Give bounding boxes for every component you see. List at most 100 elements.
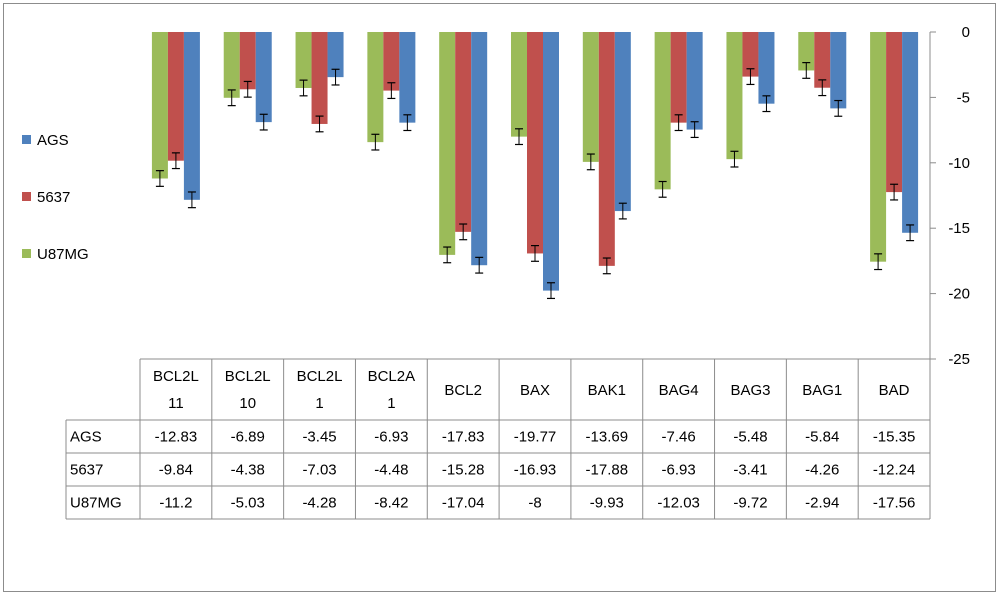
table-cell: -8.42 [374,495,408,512]
table-cell: -4.28 [302,495,336,512]
y-tick-label: -25 [948,351,970,368]
category-label: BCL2 [444,382,482,399]
legend-swatch [22,249,31,258]
bar-AGS [543,32,559,291]
table-cell: -7.46 [662,429,696,446]
bar-AGS [902,32,919,233]
table-row-label: U87MG [70,495,122,512]
legend-label: AGS [37,132,69,149]
category-label: BCL2L [153,368,199,385]
bar-U87MG [511,32,527,137]
bar-5637 [670,32,687,123]
bar-AGS [686,32,703,130]
table-cell: -11.2 [159,495,192,512]
bar-U87MG [223,32,240,98]
table-cell: -2.94 [805,495,839,512]
table-cell: -7.03 [302,462,336,479]
legend-item-5637: 5637 [22,189,70,206]
table-cell: -9.93 [590,495,624,512]
category-label: BAG3 [730,382,770,399]
bar-U87MG [726,32,743,160]
bar-5637 [598,32,615,266]
table-cell: -17.04 [442,495,485,512]
table-cell: -6.93 [374,429,408,446]
table-cell: -17.83 [442,429,485,446]
bar-AGS [830,32,847,109]
category-label: BAG4 [659,382,699,399]
y-tick-label: -15 [948,220,970,237]
table-cell: -16.93 [514,462,557,479]
bar-U87MG [367,32,384,143]
y-tick-label: -20 [948,286,970,303]
bar-AGS [614,32,631,212]
table-cell: -8 [528,495,541,512]
table-cell: -3.45 [302,429,336,446]
bar-U87MG [295,32,312,88]
table-cell: -4.26 [805,462,839,479]
legend-label: U87MG [37,246,89,263]
category-label: 10 [239,395,256,412]
table-cell: -15.28 [442,462,485,479]
category-label: BCL2L [225,368,271,385]
bar-5637 [239,32,256,90]
category-label: BAK1 [588,382,626,399]
table-cell: -4.38 [231,462,265,479]
bar-U87MG [798,32,815,71]
y-tick-label: -5 [957,89,970,106]
table-cell: -5.03 [231,495,265,512]
table-cell: -6.93 [662,462,696,479]
bar-5637 [455,32,472,232]
legend-swatch [22,135,31,144]
category-label: BCL2A [368,368,416,385]
category-label: BAD [879,382,910,399]
category-label: BAG1 [802,382,842,399]
bar-U87MG [151,32,168,179]
bar-AGS [255,32,272,123]
bar-AGS [399,32,416,123]
legend-swatch [22,192,31,201]
table-cell: -6.89 [231,429,265,446]
bar-U87MG [582,32,599,162]
bar-U87MG [439,32,456,255]
bar-U87MG [654,32,671,190]
table-cell: -5.84 [805,429,839,446]
table-cell: -12.24 [873,462,916,479]
table-row-label: 5637 [70,462,103,479]
bar-AGS [758,32,775,104]
bar-5637 [311,32,328,124]
bar-AGS [183,32,200,200]
bar-U87MG [870,32,887,262]
table-cell: -17.88 [586,462,629,479]
y-tick-label: 0 [962,24,970,41]
y-tick-label: -10 [948,155,970,172]
table-cell: -9.72 [733,495,767,512]
bar-5637 [167,32,184,161]
table-cell: -3.41 [733,462,767,479]
table-cell: -5.48 [733,429,767,446]
bar-5637 [814,32,831,88]
table-cell: -4.48 [374,462,408,479]
category-label: 1 [315,395,323,412]
bar-5637 [742,32,759,77]
bar-5637 [886,32,903,193]
table-cell: -15.35 [873,429,916,446]
bar-AGS [327,32,344,78]
category-label: BCL2L [297,368,343,385]
bar-5637 [383,32,400,91]
category-label: BAX [520,382,550,399]
table-cell: -9.84 [159,462,193,479]
bar-AGS [471,32,488,266]
category-label: 11 [168,395,184,412]
table-cell: -17.56 [873,495,916,512]
category-label: 1 [387,395,395,412]
bar-5637 [527,32,543,254]
table-cell: -19.77 [514,429,557,446]
table-row-label: AGS [70,429,102,446]
legend-item-AGS: AGS [22,132,69,149]
table-cell: -12.83 [155,429,198,446]
table-cell: -12.03 [657,495,700,512]
table-cell: -13.69 [586,429,629,446]
legend-item-U87MG: U87MG [22,246,89,263]
legend-label: 5637 [37,189,71,206]
